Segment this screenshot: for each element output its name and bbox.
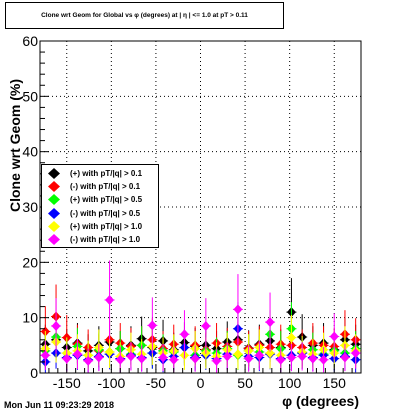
- data-point: [276, 354, 286, 365]
- data-point: [265, 348, 275, 359]
- legend-label: (-) with pT/|q| > 0.1: [70, 182, 141, 191]
- data-point: [233, 349, 243, 360]
- x-tick-label: -100: [97, 375, 125, 391]
- data-point: [115, 354, 125, 365]
- legend-marker: [48, 208, 60, 219]
- axis-ticks: -150 -100 -50 0 50 100 150 0 10 20 30 40 50 60: [22, 33, 353, 391]
- data-point: [105, 294, 115, 305]
- y-tick-label: 30: [22, 199, 38, 215]
- data-point: [329, 331, 339, 342]
- x-tick-label: 100: [278, 375, 302, 391]
- data-point: [254, 350, 264, 361]
- x-axis-label: φ (degrees): [282, 393, 359, 409]
- legend-entry: (+) with pT/|q| > 0.5: [42, 193, 158, 206]
- legend-entry: (-) with pT/|q| > 0.1: [42, 180, 158, 193]
- x-tick-label: -50: [146, 375, 166, 391]
- data-point: [244, 353, 254, 364]
- data-point: [297, 351, 307, 362]
- data-point: [105, 346, 115, 357]
- data-point: [40, 350, 50, 361]
- data-point: [233, 304, 243, 315]
- legend-entry: (+) with pT/|q| > 1.0: [42, 220, 158, 233]
- data-point: [137, 353, 147, 364]
- data-point: [72, 349, 82, 360]
- legend: (+) with pT/|q| > 0.1 (-) with pT/|q| > …: [41, 164, 159, 248]
- chart-title-box: Clone wrt Geom for Global vs φ (degrees)…: [5, 2, 284, 29]
- x-tick-label: 0: [197, 375, 205, 391]
- legend-marker: [48, 181, 60, 192]
- legend-marker: [48, 221, 60, 232]
- y-tick-label: 20: [22, 254, 38, 270]
- data-point: [340, 352, 350, 363]
- y-tick-label: 60: [22, 33, 38, 49]
- y-tick-label: 0: [30, 365, 38, 381]
- data-point: [201, 320, 211, 331]
- y-axis-label: Clone wrt Geom (%): [7, 79, 23, 212]
- data-point: [94, 352, 104, 363]
- x-tick-label: 50: [237, 375, 253, 391]
- y-tick-label: 10: [22, 310, 38, 326]
- data-point: [286, 352, 296, 363]
- y-tick-label: 50: [22, 88, 38, 104]
- legend-marker: [48, 168, 60, 179]
- chart-title: Clone wrt Geom for Global vs φ (degrees)…: [41, 12, 248, 19]
- data-point: [62, 353, 72, 364]
- data-point: [51, 320, 61, 331]
- legend-entry: (-) with pT/|q| > 0.5: [42, 207, 158, 220]
- legend-label: (+) with pT/|q| > 0.5: [70, 195, 143, 204]
- data-point: [319, 354, 329, 365]
- legend-label: (+) with pT/|q| > 1.0: [70, 222, 143, 231]
- data-point: [158, 352, 168, 363]
- data-point: [265, 317, 275, 328]
- legend-entry: (+) with pT/|q| > 0.1: [42, 167, 158, 180]
- data-point: [147, 320, 157, 331]
- x-tick-label: 150: [323, 375, 347, 391]
- legend-marker: [48, 194, 60, 205]
- data-point: [190, 353, 200, 364]
- data-point: [179, 329, 189, 340]
- legend-entry: (-) with pT/|q| > 1.0: [42, 233, 158, 246]
- data-points: [40, 260, 361, 373]
- data-point: [126, 351, 136, 362]
- data-point: [351, 348, 361, 359]
- data-point: [286, 332, 296, 343]
- legend-label: (-) with pT/|q| > 0.5: [70, 209, 141, 218]
- data-point: [222, 351, 232, 362]
- x-tick-label: -150: [53, 375, 81, 391]
- data-point: [169, 354, 179, 365]
- data-point: [308, 353, 318, 364]
- legend-marker: [48, 234, 60, 245]
- legend-label: (-) with pT/|q| > 1.0: [70, 235, 141, 244]
- data-point: [212, 355, 222, 366]
- timestamp-footer: Mon Jun 11 09:23:29 2018: [4, 400, 115, 410]
- data-point: [83, 355, 93, 366]
- y-tick-label: 40: [22, 144, 38, 160]
- legend-label: (+) with pT/|q| > 0.1: [70, 169, 143, 178]
